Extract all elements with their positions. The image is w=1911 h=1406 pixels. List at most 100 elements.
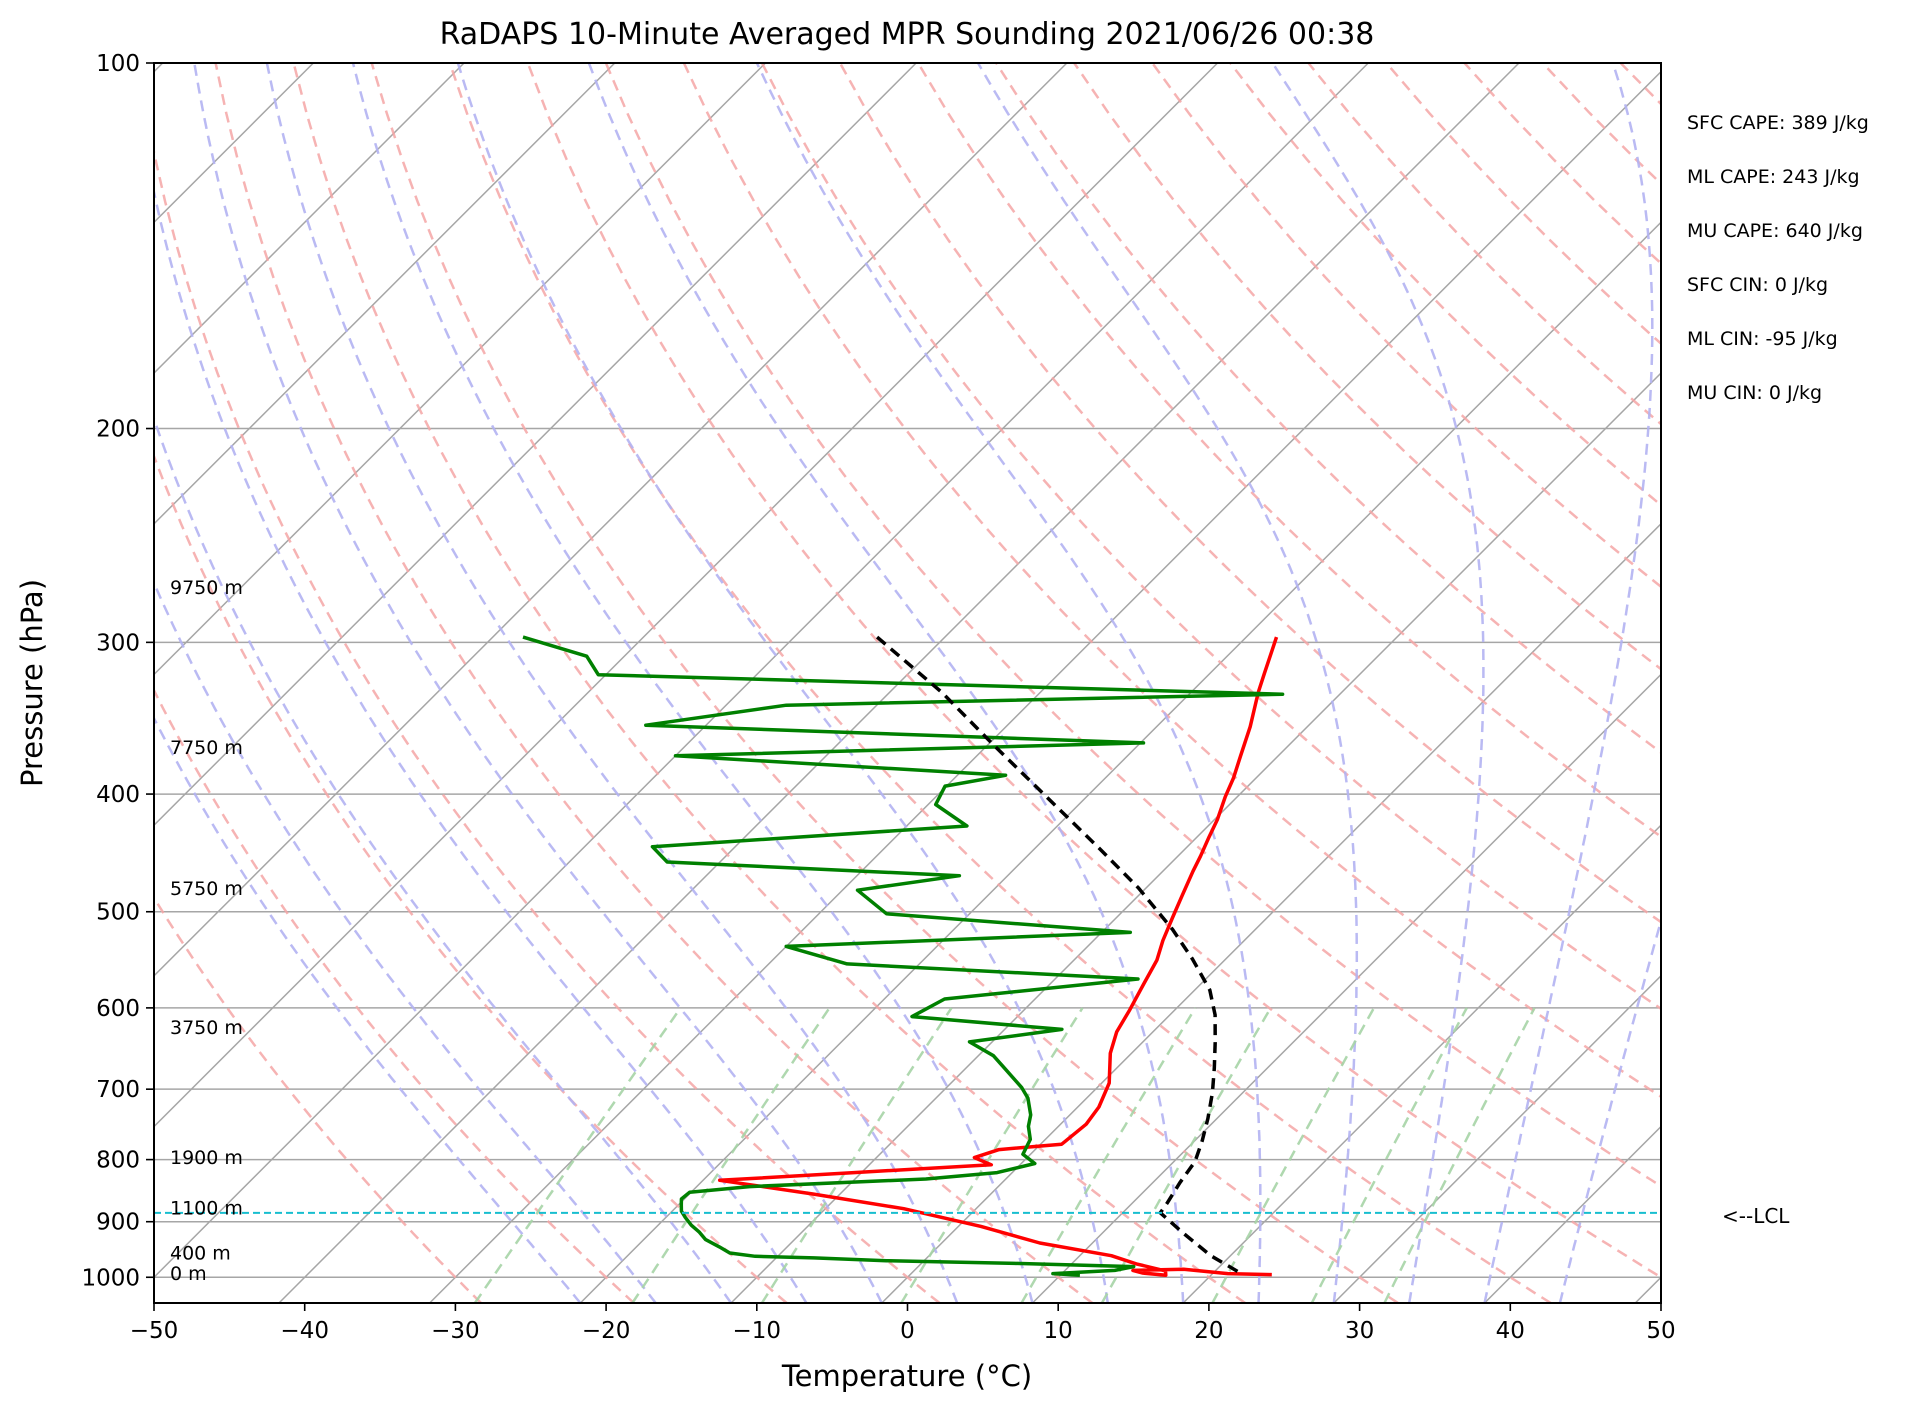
x-tick-label: −40 [280, 1318, 329, 1344]
stat-text: SFC CAPE: 389 J/kg [1687, 112, 1869, 134]
moist-adiabat-line [154, 415, 733, 1303]
x-tick-label: −10 [733, 1318, 782, 1344]
height-label: 9750 m [170, 577, 243, 599]
lcl-layer: <--LCL [154, 1204, 1790, 1228]
isotherm-line [154, 63, 1369, 1279]
y-tick-label: 800 [96, 1148, 140, 1174]
dry-adiabat-line [1699, 63, 1911, 1303]
isotherm-line [1634, 1276, 1661, 1303]
mixing-ratio-line [1383, 1007, 1536, 1303]
x-tick-label: −30 [431, 1318, 480, 1344]
moist-adiabat-line [1558, 915, 1661, 1303]
moist-adiabat-line [1271, 63, 1485, 1303]
x-tick-label: 40 [1496, 1318, 1525, 1344]
isotherm-line [579, 221, 1661, 1303]
isotherm-line [429, 70, 1661, 1303]
y-tick-label: 600 [96, 996, 140, 1022]
y-axis-label: Pressure (hPa) [15, 579, 49, 787]
height-label: 0 m [170, 1263, 207, 1285]
isotherm-line [0, 63, 12, 1303]
dry-adiabat-line [995, 63, 1661, 755]
lcl-label: <--LCL [1722, 1204, 1790, 1228]
moist-adiabat-line [1483, 63, 1654, 1303]
dry-adiabat-line [214, 63, 1094, 1303]
x-tick-label: −50 [130, 1318, 179, 1344]
height-label: 400 m [170, 1242, 231, 1264]
dry-adiabat-line [154, 145, 941, 1303]
dewpoint-line [522, 635, 1285, 1277]
x-tick-label: 10 [1044, 1318, 1073, 1344]
dry-adiabat-line [448, 63, 1552, 1303]
height-label: 3750 m [170, 1017, 243, 1039]
stat-text: MU CAPE: 640 J/kg [1687, 220, 1863, 242]
mixing-ratio-line [1310, 1007, 1468, 1303]
height-label: 1100 m [170, 1197, 243, 1219]
dry-adiabat-line [838, 63, 1661, 924]
moist-adiabat-line [265, 63, 959, 1303]
height-label: 5750 m [170, 878, 243, 900]
dry-adiabat-line [154, 895, 482, 1303]
isotherm-line [154, 63, 616, 525]
x-tick-label: 0 [900, 1318, 915, 1344]
isotherm-line [154, 63, 1068, 977]
stat-text: ML CAPE: 243 J/kg [1687, 166, 1860, 188]
y-tick-label: 900 [96, 1210, 140, 1236]
stat-text: MU CIN: 0 J/kg [1687, 382, 1822, 404]
moist-adiabat-line [587, 63, 1185, 1303]
y-tick-label: 500 [96, 900, 140, 926]
dry-adiabat-line [292, 63, 1246, 1303]
dry-adiabat-line [1619, 63, 1661, 106]
x-tick-label: 30 [1345, 1318, 1374, 1344]
y-tick-label: 1000 [81, 1265, 140, 1291]
temperature-line [717, 636, 1279, 1277]
isotherm-line [730, 372, 1661, 1303]
y-tick-label: 200 [96, 417, 140, 443]
mixing-ratio-line [473, 1007, 682, 1303]
stat-text: ML CIN: -95 J/kg [1687, 328, 1838, 350]
x-tick-label: −20 [582, 1318, 631, 1344]
dry-adiabat-line [604, 63, 1661, 1188]
x-tick-label: 20 [1194, 1318, 1223, 1344]
moist-adiabat-line [154, 579, 657, 1303]
stats-panel: SFC CAPE: 389 J/kg ML CAPE: 243 J/kg MU CA… [1687, 112, 1869, 404]
dry-adiabat-line [760, 63, 1661, 1011]
height-label: 1900 m [170, 1147, 243, 1169]
mixing-ratio-line [1100, 1007, 1272, 1303]
height-labels: 9750 m 7750 m 5750 m 3750 m 1900 m 1100 m 400 … [170, 577, 243, 1285]
isotherm-line [154, 63, 767, 676]
moist-adiabat-line [193, 63, 883, 1303]
height-label: 7750 m [170, 737, 243, 759]
chart-title: RaDAPS 10-Minute Averaged MPR Sounding 2… [440, 17, 1375, 52]
dry-adiabat-line [154, 687, 635, 1303]
isotherm-line [154, 63, 465, 375]
y-axis-ticks: 100 200 300 400 500 600 700 800 900 1000 [81, 51, 154, 1291]
dry-adiabat-line [154, 452, 788, 1303]
stat-text: SFC CIN: 0 J/kg [1687, 274, 1828, 296]
y-tick-label: 700 [96, 1077, 140, 1103]
isotherm-line [154, 63, 1219, 1128]
moist-adiabat-line [154, 715, 582, 1303]
x-axis-label: Temperature (°C) [781, 1359, 1032, 1393]
x-tick-label: 50 [1646, 1318, 1675, 1344]
isotherm-line [881, 522, 1661, 1303]
x-axis-ticks: −50 −40 −30 −20 −10 0 10 20 30 40 50 [130, 1303, 1676, 1344]
dry-adiabat-line [370, 63, 1399, 1303]
y-tick-label: 100 [96, 51, 140, 77]
series-layer [522, 635, 1285, 1277]
isotherm-line [1182, 824, 1661, 1303]
y-tick-label: 400 [96, 782, 140, 808]
mixing-ratio-line [631, 1007, 831, 1303]
dry-adiabat-line [682, 63, 1661, 1099]
isotherm-line [1333, 974, 1661, 1303]
dry-adiabat-line [1151, 63, 1661, 589]
moist-adiabat-line [456, 63, 1110, 1303]
parcel-line [875, 635, 1244, 1276]
moist-adiabat-line [755, 63, 1262, 1303]
moist-adiabat-line [154, 186, 808, 1303]
mixing-ratio-line [1211, 1007, 1376, 1303]
dry-adiabat-line [526, 63, 1661, 1279]
mixing-ratio-line [760, 1007, 953, 1303]
isotherm-line [154, 63, 917, 827]
moist-adiabat-line [351, 63, 1034, 1303]
